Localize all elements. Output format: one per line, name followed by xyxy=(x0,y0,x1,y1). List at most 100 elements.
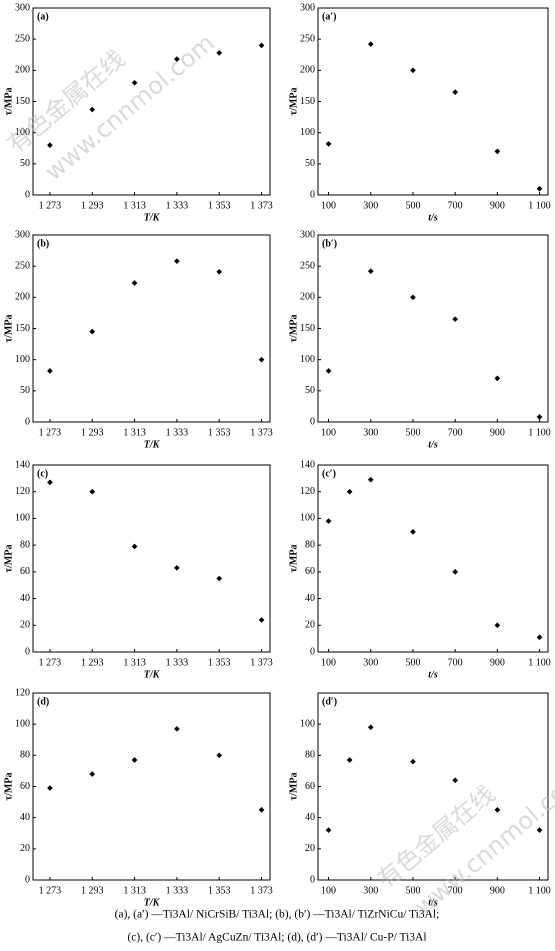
x-tick-label: 700 xyxy=(448,885,463,896)
y-tick-label: 0 xyxy=(310,646,315,657)
caption: (c), (c′) —Ti3Al/ AgCuZn/ Ti3Al; (d), (d… xyxy=(127,932,426,944)
x-tick-label: 1 293 xyxy=(81,200,104,211)
panel-label: (d) xyxy=(37,696,49,707)
x-tick-label: 1 373 xyxy=(250,885,273,896)
x-tick-label: 1 100 xyxy=(528,200,551,211)
point xyxy=(131,280,138,286)
y-tick-label: 0 xyxy=(310,189,315,200)
point xyxy=(216,268,223,275)
y-axis-label: τ/MPa xyxy=(3,773,14,801)
y-tick-label: 300 xyxy=(300,229,315,240)
panel-label: (a′) xyxy=(322,11,336,22)
x-tick-label: 100 xyxy=(321,885,336,896)
x-tick-label: 1 313 xyxy=(123,200,146,211)
y-tick-label: 300 xyxy=(15,229,30,240)
y-tick-label: 200 xyxy=(300,65,315,76)
y-tick-label: 100 xyxy=(15,127,30,138)
x-tick-label: 1 273 xyxy=(39,885,62,896)
point xyxy=(258,42,265,49)
x-tick-label: 1 333 xyxy=(166,200,189,211)
x-tick-label: 1 333 xyxy=(166,885,189,896)
x-tick-label: 1 373 xyxy=(250,657,273,668)
x-axis-label: T/K xyxy=(144,439,161,450)
y-tick-label: 200 xyxy=(15,65,30,76)
point xyxy=(367,724,374,731)
y-tick-label: 150 xyxy=(15,323,30,334)
point xyxy=(47,368,53,374)
y-tick-label: 80 xyxy=(20,750,30,761)
y-axis-label: τ/MPa xyxy=(288,773,299,801)
x-tick-label: 1 293 xyxy=(81,657,104,668)
y-axis-label: τ/MPa xyxy=(3,545,14,573)
y-tick-label: 120 xyxy=(300,486,315,497)
x-tick-label: 100 xyxy=(321,427,336,438)
y-tick-label: 300 xyxy=(15,2,30,13)
caption: (a), (a′) —Ti3Al/ NiCrSiB/ Ti3Al; (b), (… xyxy=(115,909,440,921)
x-tick-label: 500 xyxy=(405,885,420,896)
plot-frame xyxy=(317,464,549,653)
x-tick-label: 1 353 xyxy=(208,427,231,438)
x-tick-label: 300 xyxy=(363,657,378,668)
x-tick-label: 1 293 xyxy=(81,885,104,896)
y-tick-label: 100 xyxy=(300,127,315,138)
point xyxy=(47,785,53,791)
y-tick-label: 0 xyxy=(25,646,30,657)
x-axis-label: t/s xyxy=(428,897,438,908)
y-tick-label: 100 xyxy=(15,718,30,729)
y-tick-label: 60 xyxy=(305,566,315,577)
y-tick-label: 40 xyxy=(20,593,30,604)
point xyxy=(216,575,223,582)
y-axis-label: τ/MPa xyxy=(288,88,299,116)
y-tick-label: 200 xyxy=(300,292,315,303)
y-tick-label: 120 xyxy=(15,486,30,497)
y-tick-label: 200 xyxy=(15,292,30,303)
y-tick-label: 60 xyxy=(20,781,30,792)
x-tick-label: 1 313 xyxy=(123,657,146,668)
point xyxy=(452,316,458,322)
x-tick-label: 700 xyxy=(448,657,463,668)
y-tick-label: 40 xyxy=(305,593,315,604)
y-axis-label: τ/MPa xyxy=(3,315,14,343)
point xyxy=(325,141,332,147)
y-tick-label: 20 xyxy=(20,843,30,854)
point xyxy=(89,771,96,777)
y-tick-label: 0 xyxy=(25,189,30,200)
point xyxy=(494,148,501,155)
x-tick-label: 1 333 xyxy=(166,657,189,668)
plot-frame xyxy=(32,464,271,653)
y-tick-label: 80 xyxy=(20,539,30,550)
y-tick-label: 100 xyxy=(15,513,30,524)
y-tick-label: 40 xyxy=(305,812,315,823)
y-tick-label: 20 xyxy=(305,843,315,854)
x-axis-label: T/K xyxy=(144,669,161,680)
point xyxy=(367,476,374,483)
point xyxy=(367,41,374,47)
point xyxy=(131,757,138,763)
x-tick-label: 500 xyxy=(405,427,420,438)
point xyxy=(89,488,96,495)
panel-label: (b′) xyxy=(322,238,337,249)
point xyxy=(536,414,543,420)
point xyxy=(494,622,501,629)
y-tick-label: 0 xyxy=(25,874,30,885)
y-tick-label: 20 xyxy=(20,620,30,631)
plot-frame xyxy=(32,692,271,881)
point xyxy=(452,569,458,575)
x-tick-label: 1 100 xyxy=(528,885,551,896)
x-tick-label: 1 353 xyxy=(208,657,231,668)
plot-frame xyxy=(317,7,549,196)
point xyxy=(174,258,180,265)
x-tick-label: 700 xyxy=(448,200,463,211)
x-tick-label: 500 xyxy=(405,657,420,668)
x-tick-label: 1 273 xyxy=(39,657,62,668)
y-tick-label: 50 xyxy=(305,385,315,396)
point xyxy=(325,827,332,833)
x-axis-label: T/K xyxy=(144,212,161,223)
x-tick-label: 1 313 xyxy=(123,885,146,896)
point xyxy=(410,67,416,74)
x-axis-label: t/s xyxy=(428,669,438,680)
x-axis-label: T/K xyxy=(144,897,161,908)
x-tick-label: 1 100 xyxy=(528,657,551,668)
y-tick-label: 50 xyxy=(305,158,315,169)
y-tick-label: 20 xyxy=(305,620,315,631)
